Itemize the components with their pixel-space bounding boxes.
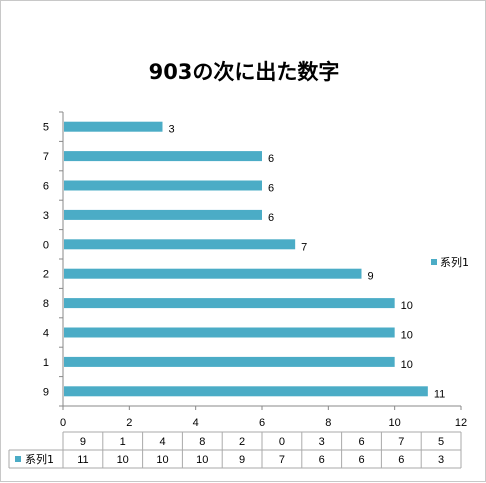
chart-title: 903の次に出た数字	[149, 60, 340, 84]
bar	[64, 327, 395, 338]
table-value-cell: 9	[239, 454, 245, 466]
table-value-cell: 10	[156, 454, 168, 466]
table-header-cell: 5	[438, 436, 444, 448]
table-header-cell: 2	[239, 436, 245, 448]
category-label: 7	[43, 151, 49, 163]
data-label: 6	[268, 183, 274, 195]
category-label: 3	[43, 210, 49, 222]
category-label: 9	[43, 386, 49, 398]
data-label: 10	[401, 330, 413, 342]
table-series-label: 系列1	[25, 452, 54, 466]
table-header-cell: 3	[319, 436, 325, 448]
table-value-cell: 7	[279, 454, 285, 466]
bar	[64, 151, 262, 162]
bar	[64, 121, 163, 132]
table-value-cell: 6	[319, 454, 325, 466]
table-value-cell: 3	[438, 454, 444, 466]
data-label: 11	[434, 388, 445, 400]
bar	[64, 356, 395, 367]
data-label: 10	[401, 359, 413, 371]
category-label: 0	[43, 239, 49, 251]
bar	[64, 268, 362, 279]
table-legend-swatch	[15, 456, 21, 462]
table-value-cell: 10	[117, 454, 129, 466]
bar	[64, 239, 296, 250]
table-header-cell: 7	[398, 436, 404, 448]
data-label: 7	[301, 241, 307, 253]
data-label: 10	[401, 300, 413, 312]
table-value-cell: 11	[77, 454, 88, 466]
x-tick-label: 2	[126, 417, 132, 429]
category-label: 2	[43, 269, 49, 281]
x-tick-label: 8	[325, 417, 331, 429]
data-label: 6	[268, 153, 274, 165]
table-header-cell: 4	[159, 436, 165, 448]
bar	[64, 298, 395, 309]
table-header-cell: 0	[279, 436, 285, 448]
legend: 系列1	[431, 255, 469, 269]
category-label: 8	[43, 298, 49, 310]
table-value-cell: 10	[196, 454, 208, 466]
bar	[64, 386, 428, 397]
table-header-cell: 1	[120, 436, 126, 448]
category-label: 4	[43, 328, 49, 340]
x-tick-label: 4	[193, 417, 199, 429]
table-value-cell: 6	[398, 454, 404, 466]
x-tick-label: 12	[455, 417, 467, 429]
category-label: 5	[43, 122, 49, 134]
data-label: 6	[268, 212, 274, 224]
table-header-cell: 9	[80, 436, 86, 448]
x-tick-label: 10	[389, 417, 401, 429]
table-header-cell: 8	[199, 436, 205, 448]
data-label: 3	[169, 124, 175, 136]
plot-area: 9 111 104 108 102 90 73 66 67 65 30 2 4 6 8 10 12	[43, 111, 467, 429]
table-header-cell: 6	[358, 436, 364, 448]
x-tick-label: 6	[259, 417, 265, 429]
bar	[64, 209, 262, 220]
data-label: 9	[368, 271, 374, 283]
bar	[64, 180, 262, 191]
x-tick-label: 0	[60, 417, 66, 429]
legend-label: 系列1	[440, 255, 469, 269]
table-value-cell: 6	[358, 454, 364, 466]
legend-swatch	[431, 259, 437, 265]
category-label: 6	[43, 181, 49, 193]
category-label: 1	[43, 357, 49, 369]
